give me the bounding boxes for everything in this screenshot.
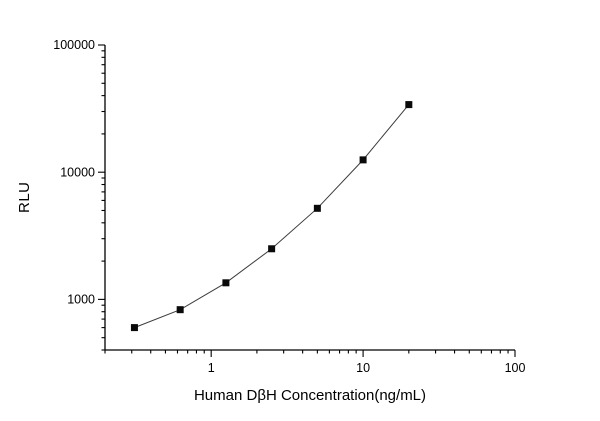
data-point-marker	[359, 156, 367, 164]
x-tick-label: 10	[356, 361, 370, 375]
y-tick-label: 10000	[60, 165, 95, 179]
data-point-marker	[405, 101, 413, 109]
data-point-marker	[222, 279, 230, 287]
y-tick-label: 1000	[67, 293, 95, 307]
x-tick-label: 1	[208, 361, 215, 375]
data-point-marker	[176, 306, 184, 314]
data-point-marker	[313, 204, 321, 212]
x-tick-label: 100	[505, 361, 526, 375]
data-point-marker	[268, 245, 276, 253]
x-axis-title: Human DβH Concentration(ng/mL)	[193, 387, 427, 404]
series-line	[134, 104, 410, 329]
y-tick-label: 100000	[53, 38, 95, 52]
y-axis-title: RLU	[16, 181, 33, 214]
data-point-marker	[130, 324, 138, 332]
